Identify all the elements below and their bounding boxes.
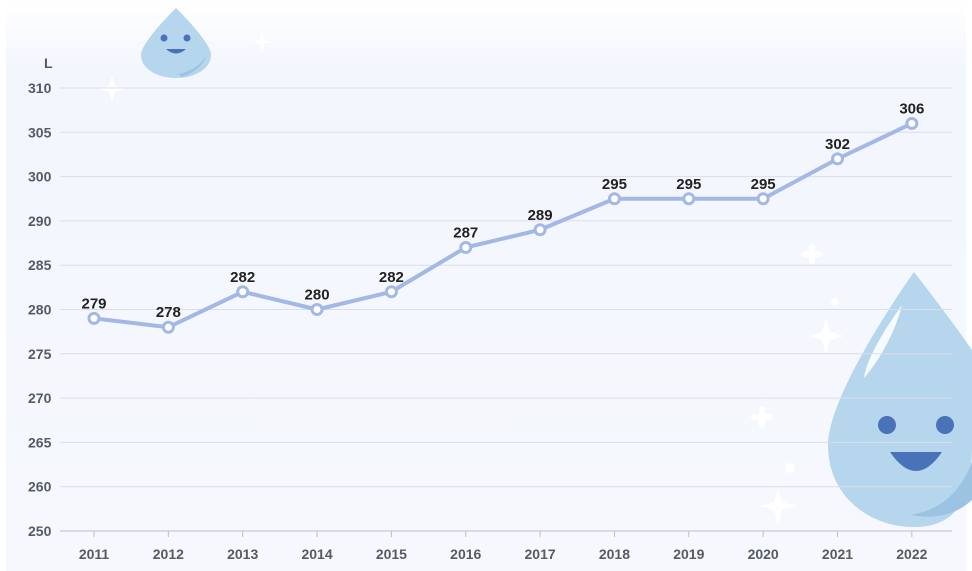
x-tick-label: 2014: [301, 546, 332, 562]
x-tick-label: 2016: [450, 546, 481, 562]
data-point: [236, 285, 250, 299]
water-drop-icon: [828, 272, 972, 527]
sparkle-icon: [99, 32, 844, 524]
y-axis-unit-label: L: [44, 55, 53, 71]
y-tick-label: 285: [28, 257, 52, 273]
y-tick-label: 310: [28, 80, 52, 96]
y-tick-label: 265: [28, 434, 52, 450]
x-tick-label: 2013: [227, 546, 258, 562]
x-tick-label: 2022: [896, 546, 927, 562]
y-tick-label: 280: [28, 302, 52, 318]
decorations: [99, 8, 972, 527]
data-point: [831, 152, 844, 166]
data-label: 306: [899, 100, 924, 117]
y-tick-label: 290: [28, 213, 52, 229]
x-tick-label: 2021: [822, 546, 853, 562]
water-drop-icon: [141, 8, 211, 78]
data-label: 282: [379, 269, 404, 286]
data-point: [87, 311, 101, 325]
y-tick-label: 300: [28, 169, 52, 185]
x-tick-label: 2019: [673, 546, 704, 562]
data-label: 282: [230, 269, 255, 286]
x-axis: 2011 2012 2013 2014 2015 2016 2017 2018 2019 2020…: [79, 531, 928, 562]
data-labels: 279 278 282 280 282 287 289 295 295 295 302 306: [81, 100, 924, 321]
series-line: [92, 121, 914, 330]
y-axis: 310 305 300 290 285 280 275 270 265 260 250 L: [28, 55, 53, 539]
y-tick-label: 275: [28, 346, 52, 362]
data-point: [756, 192, 770, 206]
data-label: 295: [676, 176, 701, 193]
data-point: [161, 320, 175, 334]
y-tick-label: 270: [28, 390, 52, 406]
data-label: 280: [305, 287, 330, 304]
y-tick-label: 305: [28, 124, 52, 140]
data-point: [533, 223, 547, 237]
data-point: [607, 192, 621, 206]
data-point: [905, 116, 919, 130]
data-label: 278: [156, 304, 181, 321]
data-label: 302: [825, 136, 850, 153]
y-tick-label: 260: [28, 479, 52, 495]
data-label: 289: [528, 207, 553, 224]
x-tick-label: 2011: [79, 546, 110, 562]
x-tick-label: 2017: [525, 546, 556, 562]
x-tick-label: 2018: [599, 546, 630, 562]
data-label: 295: [751, 176, 776, 193]
data-series: [87, 116, 919, 334]
data-label: 279: [81, 295, 106, 312]
data-point: [682, 192, 696, 206]
data-label: 287: [453, 224, 478, 241]
data-point: [459, 240, 473, 254]
x-tick-label: 2015: [376, 546, 407, 562]
y-tick-label: 250: [28, 523, 52, 539]
data-point: [384, 285, 398, 299]
data-point: [310, 303, 324, 316]
x-tick-label: 2020: [748, 546, 779, 562]
x-tick-label: 2012: [153, 546, 184, 562]
data-label: 295: [602, 176, 627, 193]
